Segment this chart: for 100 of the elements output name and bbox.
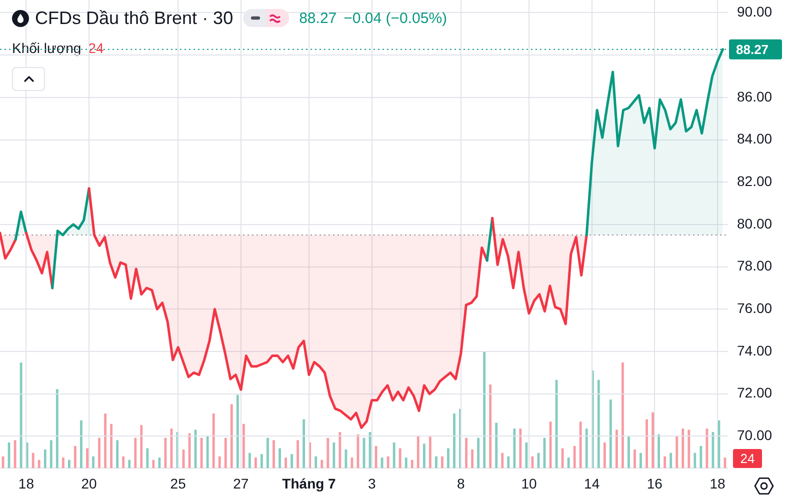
x-tick-label: 25	[170, 475, 186, 492]
bar	[585, 428, 588, 468]
bar	[332, 442, 336, 468]
bar	[682, 428, 684, 468]
bar	[410, 460, 414, 468]
bar	[20, 362, 22, 468]
y-tick-label: 90.00	[737, 4, 772, 20]
text: Khối lượng	[12, 40, 82, 56]
x-tick-label: 3	[368, 475, 376, 492]
bar	[489, 384, 492, 468]
bar	[290, 454, 294, 468]
bar	[422, 444, 426, 468]
bar	[386, 456, 390, 468]
x-tick-label: 18	[710, 475, 726, 492]
bar	[122, 456, 125, 468]
bar	[326, 438, 330, 468]
bar	[218, 456, 221, 468]
bar	[676, 436, 678, 468]
y-tick-label: 76.00	[737, 300, 772, 316]
bar	[495, 422, 498, 468]
bar	[380, 458, 384, 468]
text: 24	[88, 40, 104, 56]
bar	[453, 413, 456, 468]
x-tick-label: 8	[456, 475, 465, 492]
bar	[628, 436, 630, 468]
bar	[146, 448, 149, 468]
y-tick-label: 70.00	[737, 427, 772, 444]
bar	[615, 430, 618, 468]
bar	[116, 440, 119, 468]
y-tick-label: 84.00	[737, 130, 772, 147]
bar	[688, 430, 690, 468]
y-tick-label: 82.00	[737, 172, 772, 189]
bar	[338, 432, 342, 468]
bar	[56, 389, 58, 468]
bar	[579, 422, 582, 468]
value-badge: 24	[733, 449, 762, 468]
bar	[152, 460, 155, 468]
bar	[86, 448, 88, 468]
bar	[104, 413, 106, 468]
bar	[32, 452, 34, 468]
bar	[664, 456, 666, 468]
bar	[92, 456, 94, 468]
bar	[501, 452, 504, 468]
bar	[68, 460, 70, 468]
chart-title: CFDs Dầu thô Brent · 30	[35, 8, 234, 28]
x-tick-label: 20	[81, 475, 98, 492]
bar	[230, 404, 233, 468]
bar	[567, 458, 570, 468]
bar	[242, 424, 245, 468]
bar	[206, 436, 209, 468]
annotation: −0.04 (−0.05%)	[344, 10, 448, 26]
bar	[110, 424, 113, 468]
x-tick-label: Tháng 7	[282, 475, 336, 492]
bar	[471, 449, 474, 468]
bar	[706, 428, 708, 468]
bar	[694, 452, 696, 468]
bar	[658, 434, 660, 468]
bar	[80, 420, 82, 468]
bar	[646, 419, 648, 468]
bar	[634, 449, 636, 468]
x-tick-label: 10	[521, 475, 537, 492]
bar	[140, 425, 143, 468]
bar	[98, 438, 100, 468]
y-tick-label: 78.00	[737, 258, 772, 274]
bar	[44, 449, 46, 468]
bar	[254, 458, 257, 468]
bar	[603, 442, 606, 468]
bar	[248, 452, 251, 468]
bar	[200, 438, 203, 468]
bar	[278, 448, 281, 468]
y-tick-label: 74.00	[737, 342, 772, 358]
bar	[272, 440, 275, 468]
bar	[525, 442, 528, 468]
bar	[465, 438, 468, 468]
bar	[404, 458, 408, 468]
bar	[236, 394, 239, 468]
bar	[50, 440, 52, 468]
bar	[652, 412, 654, 468]
bar	[392, 442, 396, 468]
bar	[62, 458, 64, 468]
ref-line-label: 88.27	[736, 42, 769, 57]
bar	[38, 460, 40, 468]
annotation: 88.27	[299, 10, 337, 26]
y-tick-label: 86.00	[737, 88, 772, 104]
bar	[260, 454, 263, 468]
bar	[434, 456, 438, 468]
bar	[640, 452, 642, 468]
x-tick-label: 16	[646, 475, 663, 492]
x-tick-label: 27	[233, 475, 249, 492]
bar	[597, 380, 600, 468]
bar	[314, 456, 318, 468]
bar	[670, 452, 672, 468]
bar	[573, 446, 576, 468]
bar	[344, 449, 348, 468]
bar	[441, 456, 444, 468]
bar	[128, 460, 131, 468]
x-tick-label: 14	[584, 475, 600, 492]
bar	[320, 460, 324, 468]
y-tick-label: 72.00	[737, 384, 772, 401]
bar	[519, 428, 522, 468]
